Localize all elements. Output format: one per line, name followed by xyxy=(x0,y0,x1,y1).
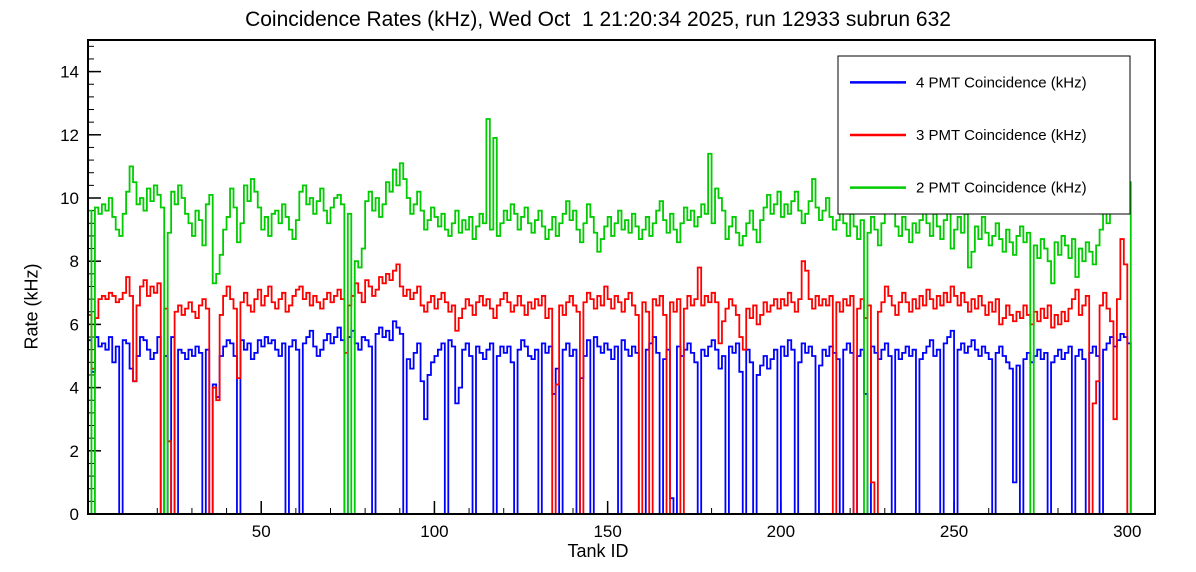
y-tick-label: 2 xyxy=(70,442,79,461)
x-tick-label: 150 xyxy=(593,522,621,541)
x-tick-label: 50 xyxy=(252,522,271,541)
y-axis-title: Rate (kHz) xyxy=(21,263,42,350)
y-tick-label: 12 xyxy=(60,126,79,145)
legend-label: 4 PMT Coincidence (kHz) xyxy=(916,74,1087,91)
y-tick-label: 14 xyxy=(60,63,79,82)
plot-frame xyxy=(87,39,1156,515)
x-tick-label: 300 xyxy=(1113,522,1141,541)
y-tick-label: 4 xyxy=(70,379,79,398)
plot-frame-group xyxy=(87,39,1156,515)
chart-title: Coincidence Rates (kHz), Wed Oct 1 21:20… xyxy=(245,8,951,31)
legend-entry-0: 4 PMT Coincidence (kHz) xyxy=(850,74,1087,91)
x-tick-label: 100 xyxy=(420,522,448,541)
legend-label: 2 PMT Coincidence (kHz) xyxy=(916,180,1087,197)
y-tick-label: 10 xyxy=(60,189,79,208)
y-tick-label: 6 xyxy=(70,315,79,334)
legend-entry-1: 3 PMT Coincidence (kHz) xyxy=(850,127,1087,144)
x-tick-label: 250 xyxy=(940,522,968,541)
axis-ticks: 0 2 4 6 8 10 12 14 50 100 150 200 250 300 xyxy=(60,45,1141,541)
legend-entry-2: 2 PMT Coincidence (kHz) xyxy=(850,180,1087,197)
series-line-1 xyxy=(87,238,1142,515)
x-tick-label: 200 xyxy=(767,522,795,541)
x-axis-title: Tank ID xyxy=(567,541,629,561)
series-lines xyxy=(87,118,1142,515)
legend-label: 3 PMT Coincidence (kHz) xyxy=(916,127,1087,144)
series-line-2 xyxy=(87,118,1142,515)
legend: 4 PMT Coincidence (kHz) 3 PMT Coincidence… xyxy=(837,55,1131,215)
series-line-0 xyxy=(87,320,1142,515)
y-tick-label: 0 xyxy=(70,505,79,524)
y-tick-label: 8 xyxy=(70,252,79,271)
